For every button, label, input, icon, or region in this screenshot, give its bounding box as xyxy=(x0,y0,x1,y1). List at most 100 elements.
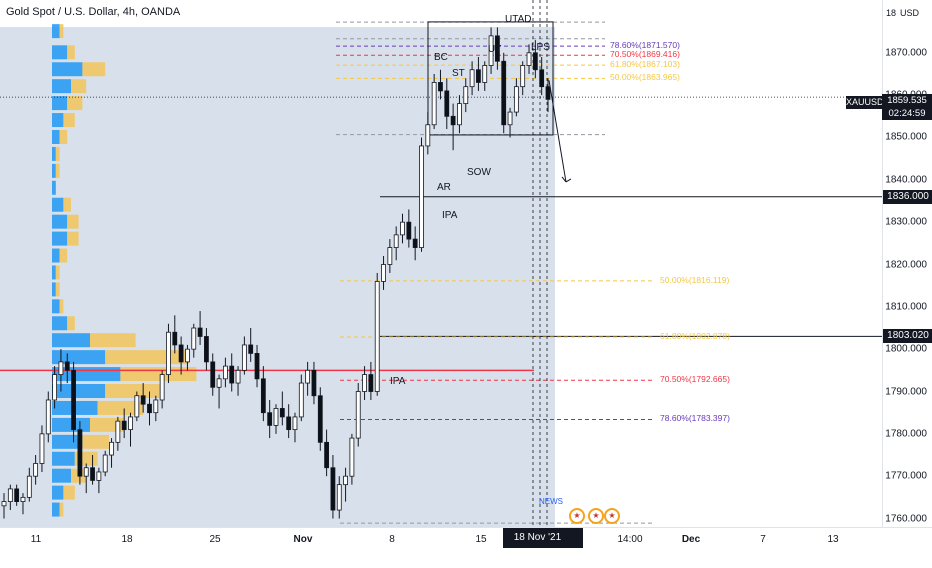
projection-arrow xyxy=(548,80,567,183)
time-tick: Dec xyxy=(681,534,701,545)
pattern-label: BC xyxy=(434,52,448,63)
volume-profile-bar-up xyxy=(52,434,83,449)
candle-body xyxy=(96,471,102,481)
candle-body xyxy=(128,416,133,431)
candle-body xyxy=(545,86,551,100)
chart-svg xyxy=(0,0,882,527)
candle-body xyxy=(166,331,171,375)
volume-profile-bar-up xyxy=(52,333,90,348)
crosshair-time: 22:00 xyxy=(530,552,556,563)
candle-body xyxy=(476,69,481,83)
candle-body xyxy=(463,86,469,105)
volume-profile-bar-down xyxy=(82,62,106,77)
volume-profile-bar-up xyxy=(52,468,71,483)
price-tick: 1810.000 xyxy=(885,301,927,313)
price-level-tag: 1803.020 xyxy=(883,329,932,344)
candle-body xyxy=(444,90,450,117)
candle-body xyxy=(450,115,456,126)
volume-profile-bar-down xyxy=(55,146,60,161)
candle-body xyxy=(58,361,64,375)
volume-profile-bar-up xyxy=(52,45,68,60)
pattern-label: IPA xyxy=(442,210,458,221)
volume-profile-bar-down xyxy=(67,214,79,229)
time-axis[interactable]: 11 18 25 Nov 8 15 14:00 Dec 7 13 xyxy=(0,527,932,551)
us-flag-icon[interactable]: ★ xyxy=(588,508,604,524)
candle-body xyxy=(501,60,507,126)
volume-profile-bar-down xyxy=(67,45,75,60)
volume-profile-bar-down xyxy=(59,248,68,263)
candle-body xyxy=(513,86,519,113)
candle-body xyxy=(267,412,273,426)
volume-profile-bar-down xyxy=(71,79,87,94)
candle-body xyxy=(298,382,304,418)
volume-profile-bar-down xyxy=(59,299,64,314)
pattern-label: UT xyxy=(488,44,502,55)
volume-profile-bar-up xyxy=(52,214,68,229)
crosshair-date-tag: 18 Nov '21 22:00 xyxy=(503,528,583,563)
volume-profile-bar-down xyxy=(63,485,75,500)
volume-profile-bar-down xyxy=(63,113,75,128)
volume-profile-bar-up xyxy=(52,282,56,297)
volume-profile-bar-down xyxy=(105,350,189,365)
candle-body xyxy=(532,52,538,71)
candle-body xyxy=(52,374,58,401)
candle-body xyxy=(431,82,437,126)
pattern-label: IPA xyxy=(390,376,406,387)
volume-profile-bar-down xyxy=(55,282,60,297)
candle-body xyxy=(147,403,152,414)
candle-body xyxy=(273,408,279,426)
candle-body xyxy=(33,463,39,477)
plot-area[interactable]: Gold Spot / U.S. Dollar, 4h, OANDA 100.0… xyxy=(0,0,884,528)
time-tick: 7 xyxy=(760,534,766,545)
currency-prefix: 18 xyxy=(886,8,897,18)
volume-profile-bar-up xyxy=(52,485,64,500)
volume-profile-bar-up xyxy=(52,350,106,365)
fib-label: 61.80%(1867.103) xyxy=(610,59,680,70)
volume-profile-bar-down xyxy=(67,316,75,331)
currency-label: USD xyxy=(900,8,920,18)
volume-profile-bar-down xyxy=(67,231,79,246)
pattern-label: UTAD xyxy=(505,14,532,25)
volume-profile-bar-up xyxy=(52,231,68,246)
volume-profile-bar-down xyxy=(82,434,109,449)
price-tick: 1850.000 xyxy=(885,131,927,143)
candle-body xyxy=(197,327,203,337)
volume-profile-bar-up xyxy=(52,62,83,77)
volume-profile-bar-up xyxy=(52,146,56,161)
price-tick: 1840.000 xyxy=(885,174,927,186)
fib-label: 70.50%(1869.416) xyxy=(610,49,680,60)
volume-profile-bar-up xyxy=(52,129,60,144)
price-tick: 1870.000 xyxy=(885,47,927,59)
candle-body xyxy=(140,395,146,405)
candle-body xyxy=(330,467,336,511)
news-label: NEWS xyxy=(539,497,563,506)
candle-body xyxy=(387,247,393,265)
candle-body xyxy=(355,391,361,439)
candle-body xyxy=(222,365,228,380)
candle-body xyxy=(343,475,348,486)
candle-body xyxy=(419,145,424,248)
candle-body xyxy=(400,221,405,236)
candle-body xyxy=(77,429,83,477)
candle-body xyxy=(90,467,95,481)
fib-label: 100.00%(1758.913) xyxy=(660,517,735,528)
volume-profile-bar-down xyxy=(67,96,83,111)
fib-label: 78.60%(1871.570) xyxy=(610,40,680,51)
candle-body xyxy=(204,336,209,363)
candle-body xyxy=(45,399,51,435)
time-tick: 11 xyxy=(30,534,42,545)
candle-body xyxy=(159,374,165,401)
volume-profile-bar-down xyxy=(63,197,71,212)
price-axis[interactable]: 1870.0001860.0001850.0001840.0001830.000… xyxy=(882,0,932,527)
news-marker[interactable]: NEWS xyxy=(539,497,563,523)
candle-body xyxy=(305,369,311,384)
volume-profile-bar-up xyxy=(52,197,64,212)
volume-profile-bar-down xyxy=(55,163,60,178)
candle-body xyxy=(286,416,292,431)
volume-profile-bar-up xyxy=(52,384,106,399)
candle-body xyxy=(324,441,330,469)
last-price: 1859.535 xyxy=(887,95,927,106)
candle-body xyxy=(7,488,13,502)
us-flag-icon[interactable]: ★ xyxy=(569,508,585,524)
us-flag-icon[interactable]: ★ xyxy=(604,508,620,524)
